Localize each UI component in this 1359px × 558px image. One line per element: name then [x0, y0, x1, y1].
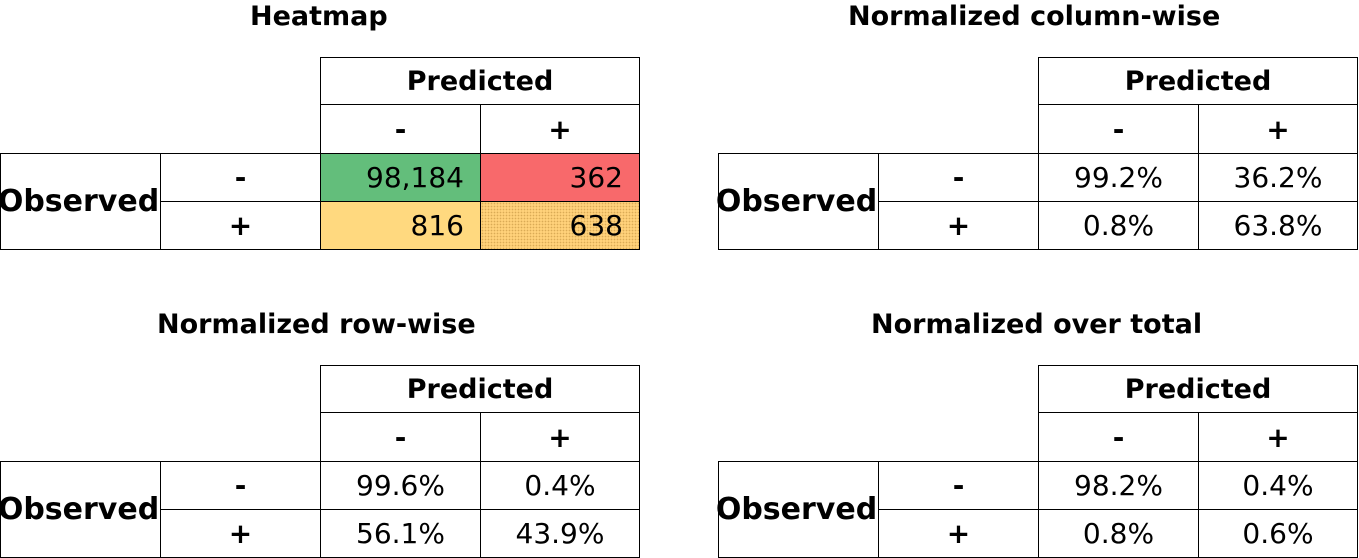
predicted-header: Predicted — [1038, 57, 1358, 105]
heatmap-panel: Heatmap Predicted - + Observed - + 98,18… — [0, 0, 640, 250]
heatmap-cell-false-negative: 816 — [320, 201, 481, 250]
observed-header: Observed — [0, 153, 161, 250]
predicted-minus-header: - — [1038, 412, 1199, 462]
heatmap-cell-true-positive: 638 — [480, 201, 640, 250]
observed-plus-header: + — [878, 201, 1039, 250]
observed-header: Observed — [716, 153, 879, 250]
table-cell: 56.1% — [320, 509, 481, 558]
predicted-plus-header: + — [1198, 104, 1358, 154]
table-cell: 43.9% — [480, 509, 640, 558]
table-cell: 36.2% — [1198, 153, 1358, 202]
heatmap-cell-false-positive: 362 — [480, 153, 640, 202]
table-cell: 99.6% — [320, 461, 481, 510]
predicted-header: Predicted — [320, 365, 640, 413]
table-cell: 98.2% — [1038, 461, 1199, 510]
predicted-plus-header: + — [1198, 412, 1358, 462]
table-cell: 0.4% — [480, 461, 640, 510]
table-cell: 0.6% — [1198, 509, 1358, 558]
panel-title: Normalized over total — [871, 309, 1203, 340]
observed-minus-header: - — [160, 461, 321, 510]
observed-minus-header: - — [878, 153, 1039, 202]
panel-title: Normalized row-wise — [157, 309, 476, 340]
observed-header: Observed — [0, 461, 161, 558]
table-cell: 0.8% — [1038, 201, 1199, 250]
predicted-plus-header: + — [480, 412, 640, 462]
column-normalized-panel: Normalized column-wise Predicted - + Obs… — [716, 0, 1358, 250]
total-normalized-panel: Normalized over total Predicted - + Obse… — [716, 308, 1358, 558]
table-cell: 63.8% — [1198, 201, 1358, 250]
table-cell: 99.2% — [1038, 153, 1199, 202]
predicted-plus-header: + — [480, 104, 640, 154]
observed-plus-header: + — [160, 201, 321, 250]
observed-plus-header: + — [160, 509, 321, 558]
observed-header: Observed — [716, 461, 879, 558]
heatmap-cell-true-negative: 98,184 — [320, 153, 481, 202]
predicted-header: Predicted — [320, 57, 640, 105]
observed-minus-header: - — [160, 153, 321, 202]
observed-minus-header: - — [878, 461, 1039, 510]
predicted-header: Predicted — [1038, 365, 1358, 413]
predicted-minus-header: - — [1038, 104, 1199, 154]
table-cell: 0.8% — [1038, 509, 1199, 558]
panel-title: Heatmap — [250, 1, 388, 32]
row-normalized-panel: Normalized row-wise Predicted - + Observ… — [0, 308, 640, 558]
observed-plus-header: + — [878, 509, 1039, 558]
predicted-minus-header: - — [320, 412, 481, 462]
panel-title: Normalized column-wise — [848, 1, 1221, 32]
predicted-minus-header: - — [320, 104, 481, 154]
table-cell: 0.4% — [1198, 461, 1358, 510]
